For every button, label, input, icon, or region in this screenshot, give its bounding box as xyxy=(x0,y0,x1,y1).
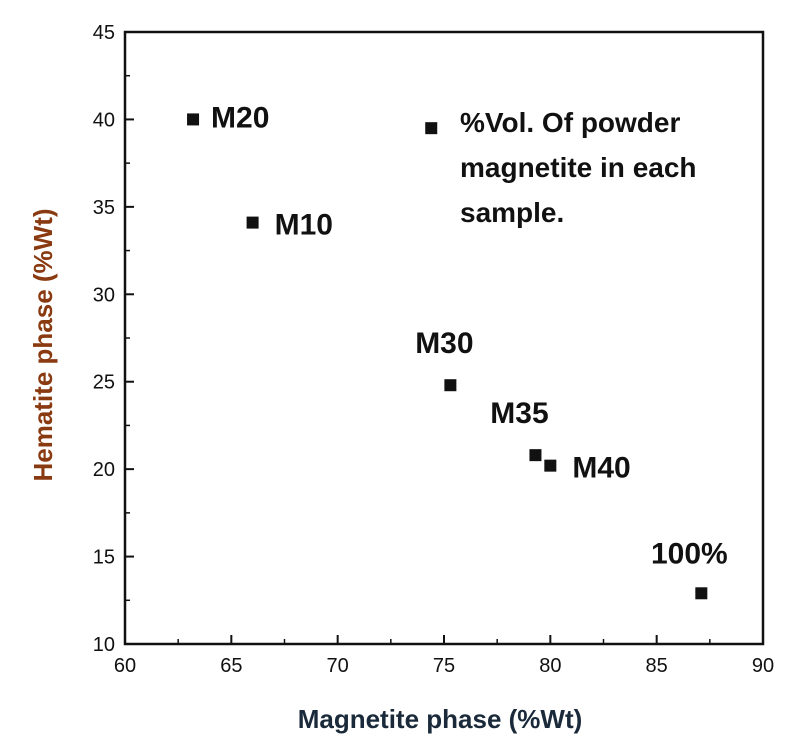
legend-text-line: magnetite in each xyxy=(460,152,697,183)
y-tick-label: 25 xyxy=(93,372,115,394)
y-tick-label: 40 xyxy=(93,109,115,131)
y-axis-title: Hematite phase (%Wt) xyxy=(28,208,58,481)
y-tick-label: 35 xyxy=(93,197,115,219)
y-tick-label: 45 xyxy=(93,22,115,44)
data-point xyxy=(444,379,457,392)
data-point xyxy=(544,459,557,472)
data-point xyxy=(529,449,542,462)
data-point xyxy=(246,216,259,229)
x-tick-label: 75 xyxy=(433,655,455,677)
x-tick-label: 80 xyxy=(539,655,561,677)
x-tick-label: 65 xyxy=(220,655,242,677)
x-axis-title: Magnetite phase (%Wt) xyxy=(298,704,583,734)
data-points: M20 M10 M30 M35 M40 100% xyxy=(187,101,728,600)
data-point-label: M35 xyxy=(490,397,548,430)
data-point-label: M20 xyxy=(211,101,269,134)
x-tick-label: 90 xyxy=(752,655,774,677)
data-point-label: M40 xyxy=(572,452,630,485)
data-point-label: M10 xyxy=(275,209,333,242)
y-tick-label: 30 xyxy=(93,284,115,306)
x-axis-ticks: 60 65 70 75 80 85 90 xyxy=(114,635,774,677)
legend-marker xyxy=(425,122,438,135)
data-point-label: M30 xyxy=(415,327,473,360)
legend-text-line: sample. xyxy=(460,197,564,228)
data-point-label: 100% xyxy=(651,537,728,570)
data-point xyxy=(695,587,708,600)
y-axis-ticks: 10 15 20 25 30 35 40 45 xyxy=(93,22,134,656)
x-tick-label: 70 xyxy=(327,655,349,677)
x-tick-label: 85 xyxy=(646,655,668,677)
legend-text-line: %Vol. Of powder xyxy=(460,107,680,138)
y-tick-label: 20 xyxy=(93,459,115,481)
y-tick-label: 10 xyxy=(93,634,115,656)
y-tick-label: 15 xyxy=(93,547,115,569)
x-tick-label: 60 xyxy=(114,655,136,677)
data-point xyxy=(187,113,200,126)
legend: %Vol. Of powder magnetite in each sample. xyxy=(425,107,697,228)
